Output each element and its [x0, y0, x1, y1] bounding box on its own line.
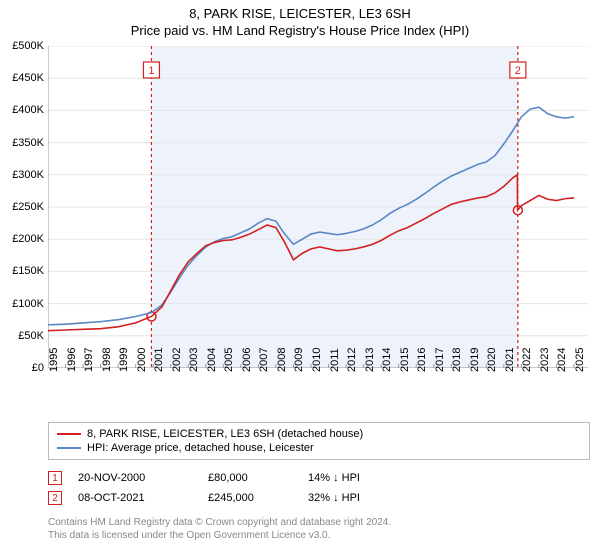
x-tick-label: 2025	[574, 348, 600, 372]
footer-line-2: This data is licensed under the Open Gov…	[48, 529, 590, 542]
title-address: 8, PARK RISE, LEICESTER, LE3 6SH	[0, 6, 600, 21]
transaction-price: £245,000	[208, 492, 308, 504]
transaction-price: £80,000	[208, 472, 308, 484]
legend: 8, PARK RISE, LEICESTER, LE3 6SH (detach…	[48, 422, 590, 460]
legend-row-red: 8, PARK RISE, LEICESTER, LE3 6SH (detach…	[57, 427, 581, 441]
plot-area: 12	[48, 46, 588, 368]
y-tick-label: £300K	[12, 169, 44, 181]
y-tick-label: £100K	[12, 298, 44, 310]
transaction-marker-icon: 1	[48, 471, 62, 485]
y-tick-label: £350K	[12, 137, 44, 149]
y-axis: £0£50K£100K£150K£200K£250K£300K£350K£400…	[0, 46, 48, 368]
legend-label-red: 8, PARK RISE, LEICESTER, LE3 6SH (detach…	[87, 428, 363, 440]
footer: Contains HM Land Registry data © Crown c…	[48, 516, 590, 542]
transaction-marker-icon: 2	[48, 491, 62, 505]
y-tick-label: £450K	[12, 72, 44, 84]
y-tick-label: £400K	[12, 104, 44, 116]
legend-swatch-red	[57, 433, 81, 435]
transaction-date: 08-OCT-2021	[78, 492, 208, 504]
legend-row-blue: HPI: Average price, detached house, Leic…	[57, 441, 581, 455]
y-tick-label: £500K	[12, 40, 44, 52]
legend-label-blue: HPI: Average price, detached house, Leic…	[87, 442, 314, 454]
y-tick-label: £0	[32, 362, 44, 374]
transaction-table: 1 20-NOV-2000£80,00014% ↓ HPI 2 08-OCT-2021…	[48, 468, 590, 508]
transaction-row: 2 08-OCT-2021£245,00032% ↓ HPI	[48, 488, 590, 508]
transaction-diff: 32% ↓ HPI	[308, 492, 428, 504]
chart-area: £0 £50K £100K £150K £200K £250K £300K £350K £400…	[0, 40, 600, 418]
y-tick-label: £150K	[12, 265, 44, 277]
svg-text:2: 2	[515, 65, 521, 77]
transaction-diff: 14% ↓ HPI	[308, 472, 428, 484]
transaction-date: 20-NOV-2000	[78, 472, 208, 484]
y-tick-label: £50K	[18, 330, 44, 342]
footer-line-1: Contains HM Land Registry data © Crown c…	[48, 516, 590, 529]
chart-titles: 8, PARK RISE, LEICESTER, LE3 6SH Price p…	[0, 0, 600, 40]
y-tick-label: £200K	[12, 233, 44, 245]
transaction-row: 1 20-NOV-2000£80,00014% ↓ HPI	[48, 468, 590, 488]
chart-container: 8, PARK RISE, LEICESTER, LE3 6SH Price p…	[0, 0, 600, 560]
y-tick-label: £250K	[12, 201, 44, 213]
svg-text:1: 1	[148, 65, 154, 77]
title-subtitle: Price paid vs. HM Land Registry's House …	[0, 23, 600, 38]
x-axis: 1995199619971998199920002001200220032004…	[48, 368, 588, 418]
lines-svg: 12	[48, 46, 588, 368]
legend-swatch-blue	[57, 447, 81, 449]
